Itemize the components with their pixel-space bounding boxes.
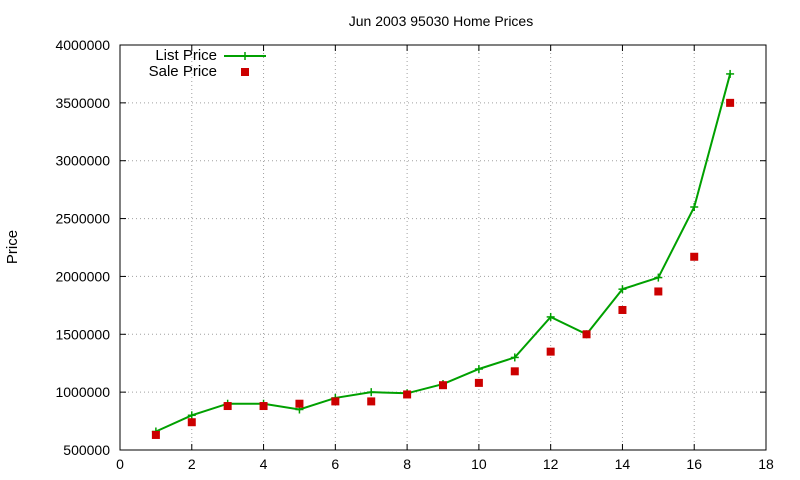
series-line	[155, 73, 732, 433]
y-axis: 500000 1000000 1500000 2000000 2500000 300000…	[55, 37, 766, 458]
data-point	[726, 69, 735, 78]
y-tick-label: 4000000	[55, 37, 110, 53]
data-point	[618, 305, 627, 314]
x-tick-label: 8	[403, 456, 411, 472]
data-point	[367, 388, 376, 397]
data-point	[510, 367, 519, 376]
data-point	[151, 430, 160, 439]
y-tick-label: 3000000	[55, 153, 110, 169]
y-axis-label: Price	[4, 230, 21, 264]
data-point	[582, 330, 591, 339]
x-tick-label: 18	[758, 456, 774, 472]
data-point	[654, 287, 663, 296]
grid-lines	[120, 45, 766, 450]
series-layer	[151, 69, 735, 439]
data-point	[331, 397, 340, 406]
x-tick-label: 10	[471, 456, 487, 472]
x-tick-label: 14	[615, 456, 631, 472]
x-axis: 0 2 4 6 8 10 12 14 16 18	[116, 45, 774, 472]
series-list-price	[151, 69, 735, 436]
data-point	[546, 312, 555, 321]
x-tick-label: 2	[188, 456, 196, 472]
x-tick-label: 0	[116, 456, 124, 472]
x-tick-label: 4	[260, 456, 268, 472]
y-tick-label: 2500000	[55, 211, 110, 227]
data-point	[510, 353, 519, 362]
data-point	[474, 378, 483, 387]
legend-entry-sale-price: Sale Price	[149, 63, 217, 80]
legend-entry-list-price: List Price	[155, 47, 217, 64]
data-point	[690, 203, 699, 211]
y-tick-label: 1500000	[55, 326, 110, 342]
data-point	[618, 285, 627, 294]
legend: List Price Sale Price	[149, 47, 266, 80]
data-point	[295, 399, 304, 408]
x-tick-label: 6	[331, 456, 339, 472]
y-tick-label: 2000000	[55, 268, 110, 284]
y-tick-label: 500000	[63, 442, 110, 458]
legend-marker-sale-price	[241, 68, 249, 76]
data-point	[367, 397, 376, 406]
x-tick-label: 16	[686, 456, 702, 472]
data-point	[546, 347, 555, 356]
data-point	[726, 98, 735, 107]
y-tick-label: 1000000	[55, 384, 110, 400]
data-point	[187, 418, 196, 427]
data-point	[187, 411, 196, 420]
series-sale-price	[151, 98, 735, 439]
chart-title: Jun 2003 95030 Home Prices	[349, 13, 533, 29]
data-point	[439, 381, 447, 390]
legend-marker-list-price	[241, 52, 249, 60]
data-point	[654, 273, 663, 282]
x-tick-label: 12	[543, 456, 559, 472]
data-point	[474, 365, 483, 373]
data-point	[223, 402, 232, 411]
y-tick-label: 3500000	[55, 95, 110, 111]
plot-frame	[119, 44, 767, 451]
data-point	[259, 402, 268, 411]
data-point	[403, 390, 412, 399]
data-point	[690, 252, 699, 261]
